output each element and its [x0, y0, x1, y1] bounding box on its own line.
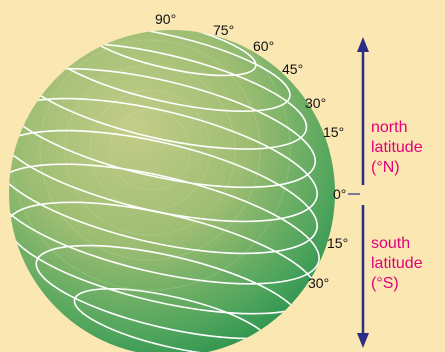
parallel-75n — [79, 30, 257, 77]
equator — [9, 129, 318, 255]
north-label-line3: (°N) — [371, 159, 400, 176]
label-30s: 30° — [308, 275, 329, 291]
label-30n: 30° — [305, 95, 326, 111]
label-90: 90° — [155, 11, 176, 27]
parallel-15s — [9, 163, 320, 285]
label-15n: 15° — [323, 124, 344, 140]
north-label-line1: north — [371, 119, 407, 136]
globe — [9, 30, 335, 352]
label-0: 0° — [333, 186, 346, 202]
south-label-line3: (°S) — [371, 275, 399, 292]
south-latitude-label: south latitude (°S) — [371, 235, 423, 292]
north-latitude-label: north latitude (°N) — [371, 119, 423, 176]
south-label-line1: south — [371, 235, 410, 252]
south-label-line2: latitude — [371, 255, 423, 272]
label-15s: 15° — [327, 235, 348, 251]
north-arrow — [357, 37, 369, 185]
label-75: 75° — [213, 22, 234, 38]
latitude-labels: 90° 75° 60° 45° 30° 15° 0° 15° 30° — [155, 11, 348, 291]
label-45: 45° — [282, 61, 303, 77]
parallel-30n — [9, 67, 317, 189]
south-arrow — [357, 205, 369, 348]
north-label-line2: latitude — [371, 139, 423, 156]
label-60: 60° — [253, 38, 274, 54]
